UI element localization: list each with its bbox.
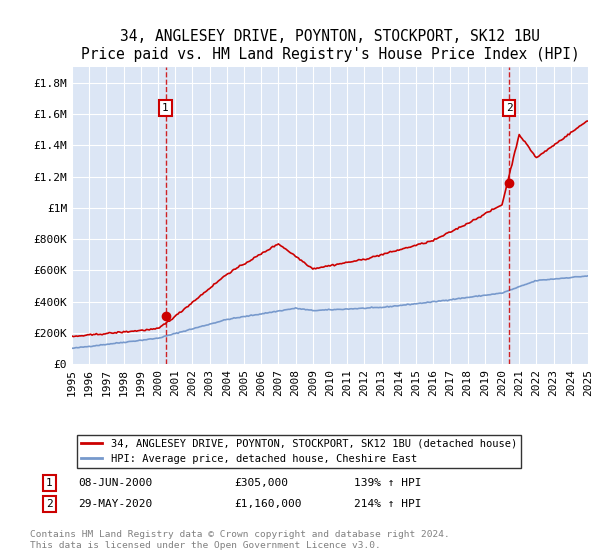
Text: 2: 2: [46, 499, 53, 509]
Text: 1: 1: [162, 103, 169, 113]
Text: 1: 1: [46, 478, 53, 488]
Text: 29-MAY-2020: 29-MAY-2020: [78, 499, 152, 509]
Text: £305,000: £305,000: [234, 478, 288, 488]
Legend: 34, ANGLESEY DRIVE, POYNTON, STOCKPORT, SK12 1BU (detached house), HPI: Average : 34, ANGLESEY DRIVE, POYNTON, STOCKPORT, …: [77, 435, 521, 468]
Title: 34, ANGLESEY DRIVE, POYNTON, STOCKPORT, SK12 1BU
Price paid vs. HM Land Registry: 34, ANGLESEY DRIVE, POYNTON, STOCKPORT, …: [80, 30, 580, 62]
Text: Contains HM Land Registry data © Crown copyright and database right 2024.
This d: Contains HM Land Registry data © Crown c…: [30, 530, 450, 550]
Text: 139% ↑ HPI: 139% ↑ HPI: [354, 478, 421, 488]
Text: £1,160,000: £1,160,000: [234, 499, 302, 509]
Text: 214% ↑ HPI: 214% ↑ HPI: [354, 499, 421, 509]
Text: 08-JUN-2000: 08-JUN-2000: [78, 478, 152, 488]
Text: 2: 2: [506, 103, 512, 113]
